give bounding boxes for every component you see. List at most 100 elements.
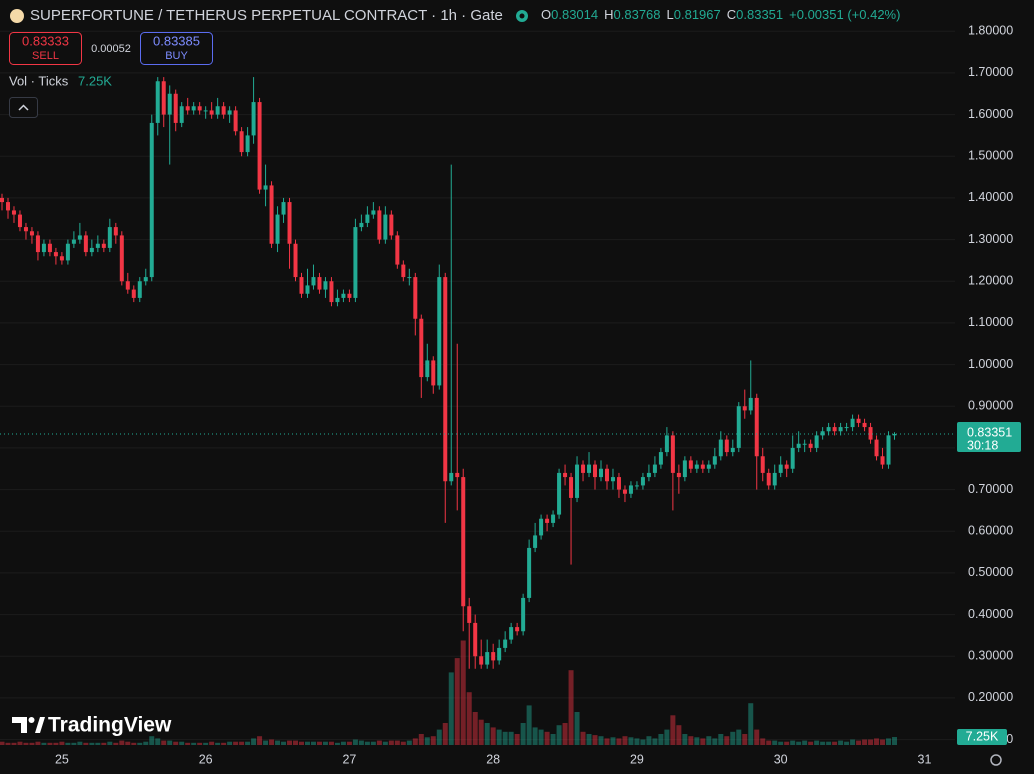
candle-body	[251, 102, 256, 136]
volume-bar	[868, 739, 874, 745]
volume-bar	[442, 723, 448, 745]
volume-bar	[772, 740, 778, 745]
volume-bar	[520, 723, 526, 745]
volume-bar	[364, 741, 370, 745]
volume-bar	[658, 734, 664, 745]
candle-body	[784, 464, 789, 469]
volume-bar	[137, 742, 143, 745]
candle-body	[850, 418, 855, 428]
volume-bar	[526, 705, 532, 745]
time-axis: 25 26 27 28 29 30 31	[0, 750, 955, 774]
candle-body	[311, 277, 316, 286]
candle-body	[293, 243, 298, 278]
candle-body	[425, 360, 430, 378]
candle-body	[581, 464, 586, 473]
volume-bar	[131, 742, 137, 745]
candle-body	[137, 281, 142, 298]
o-label: O	[541, 7, 551, 22]
candle-body	[47, 243, 52, 253]
volume-bar	[83, 742, 89, 745]
candle-body	[808, 443, 813, 448]
candle-body	[233, 110, 238, 132]
volume-bar	[532, 727, 538, 745]
candle-body	[389, 214, 394, 236]
volume-bar	[197, 742, 203, 745]
volume-bar	[322, 741, 328, 745]
volume-bar	[47, 742, 53, 745]
volume-bar	[604, 738, 610, 745]
volume-bar	[304, 741, 310, 745]
y-tick-label: 0.40000	[968, 607, 1013, 621]
candle-body	[778, 464, 783, 473]
volume-bar	[874, 738, 880, 745]
candle-body	[503, 639, 508, 648]
symbol-title: SUPERFORTUNE / TETHERUS PERPETUAL CONTRA…	[30, 7, 503, 24]
candle-body	[868, 427, 873, 440]
candle-body	[796, 443, 801, 448]
volume-bar	[514, 734, 520, 745]
chevron-icon	[18, 104, 29, 111]
volume-bar	[472, 712, 478, 745]
candle-body	[329, 281, 334, 303]
volume-bar	[760, 738, 766, 745]
volume-bar	[41, 742, 47, 745]
volume-bar	[299, 741, 304, 745]
sell-price: 0.83333	[22, 33, 69, 48]
candle-body	[610, 477, 615, 482]
candle-body	[53, 252, 58, 257]
volume-bar	[275, 740, 281, 745]
candle-body	[670, 435, 675, 473]
volume-bar	[712, 738, 718, 745]
volume-bar	[550, 734, 556, 745]
ohlc-legend: O0.83014 H0.83768 L0.81967 C0.83351 +0.00351…	[541, 7, 900, 22]
volume-bar	[328, 741, 334, 745]
volume-bar	[448, 672, 454, 745]
volume-bar	[245, 741, 251, 745]
volume-bar	[5, 742, 11, 745]
candle-body	[107, 227, 112, 248]
candle-body	[11, 210, 16, 215]
candle-body	[413, 277, 418, 319]
y-tick-label: 1.20000	[968, 274, 1013, 288]
volume-bar	[844, 741, 850, 745]
candle-body	[179, 106, 184, 123]
volume-bar	[251, 738, 257, 745]
candle-body	[347, 293, 352, 298]
volume-bar	[748, 703, 754, 745]
candle-body	[449, 472, 454, 482]
candle-body	[59, 256, 64, 261]
volume-bar	[676, 725, 682, 745]
volume-bar	[340, 741, 346, 745]
volume-bar	[29, 742, 35, 745]
sell-button[interactable]	[9, 32, 82, 65]
settings-icon[interactable]	[990, 754, 1002, 766]
buy-button[interactable]	[140, 32, 213, 65]
volume-bar	[233, 741, 239, 745]
volume-bar	[89, 742, 95, 745]
volume-bar	[478, 719, 484, 745]
volume-bar	[562, 723, 568, 745]
volume-bar	[65, 742, 71, 745]
candle-body	[575, 464, 580, 498]
candle-body	[113, 227, 118, 236]
candle-body	[724, 439, 729, 453]
collapse-button[interactable]	[9, 97, 38, 118]
volume-bar	[730, 731, 736, 745]
volume-bar	[53, 742, 59, 745]
volume-bar	[113, 742, 119, 745]
candle-body	[401, 264, 406, 278]
candle-body	[748, 397, 753, 411]
candle-body	[275, 214, 280, 244]
candle-body	[467, 606, 472, 623]
buy-label: BUY	[165, 50, 188, 62]
candle-body	[443, 277, 448, 482]
candle-body	[802, 443, 807, 445]
volume-bar	[418, 734, 424, 745]
y-tick-label: 0.50000	[968, 565, 1013, 579]
candle-body	[365, 214, 370, 223]
candle-body	[407, 277, 412, 279]
candle-body	[622, 489, 627, 494]
candle-body	[287, 202, 292, 244]
volume-bar	[430, 736, 436, 745]
